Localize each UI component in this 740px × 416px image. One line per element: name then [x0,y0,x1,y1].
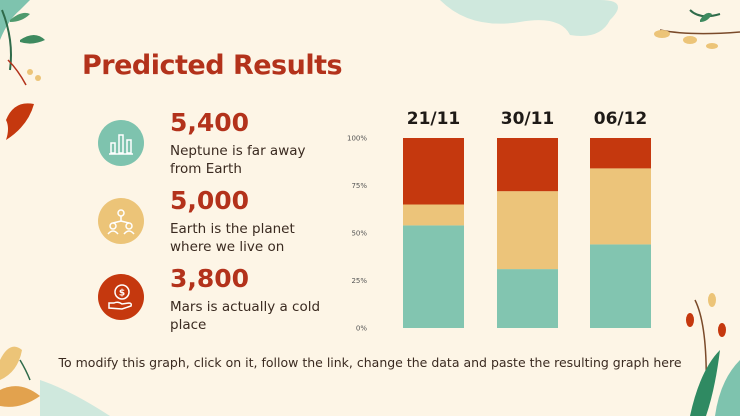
stat-icon-circle [98,198,144,244]
bar-segment [590,244,651,328]
category-label: 06/12 [594,109,648,129]
bar-chart-icon [109,134,133,155]
stat-neptune: 5,400 Neptune is far away from Earth [98,108,318,178]
footer-instructions: To modify this graph, click on it, follo… [58,355,682,370]
y-tick-label: 25% [351,277,367,285]
stat-value: 5,000 [170,186,250,215]
bar-segment [590,138,651,169]
y-tick-label: 75% [351,182,367,190]
bar-segment [403,204,464,226]
page-title: Predicted Results [82,50,343,81]
bar-segment [590,168,651,245]
category-label: 30/11 [501,109,555,129]
y-tick-label: 0% [356,325,367,333]
stat-description: Earth is the planet where we live on [170,221,295,255]
svg-text:$: $ [119,289,125,299]
category-label: 21/11 [407,109,461,129]
bar-segment [403,138,464,205]
y-tick-label: 50% [351,230,367,238]
stat-value: 5,400 [170,108,250,137]
y-tick-label: 100% [347,135,367,143]
stat-icon-circle [98,120,144,166]
stat-description: Neptune is far away from Earth [170,143,306,177]
stat-description: Mars is actually a cold place [170,299,321,333]
stat-value: 3,800 [170,264,250,293]
bar-segment [497,191,558,270]
bar-segment [497,269,558,328]
people-network-icon [107,209,135,235]
bar-segment [403,225,464,328]
stat-earth: 5,000 Earth is the planet where we live … [98,186,318,256]
stat-icon-circle: $ [98,274,144,320]
bar-segment [497,138,558,192]
money-hand-icon: $ [108,284,132,310]
stat-mars: $ 3,800 Mars is actually a cold place [98,264,320,334]
